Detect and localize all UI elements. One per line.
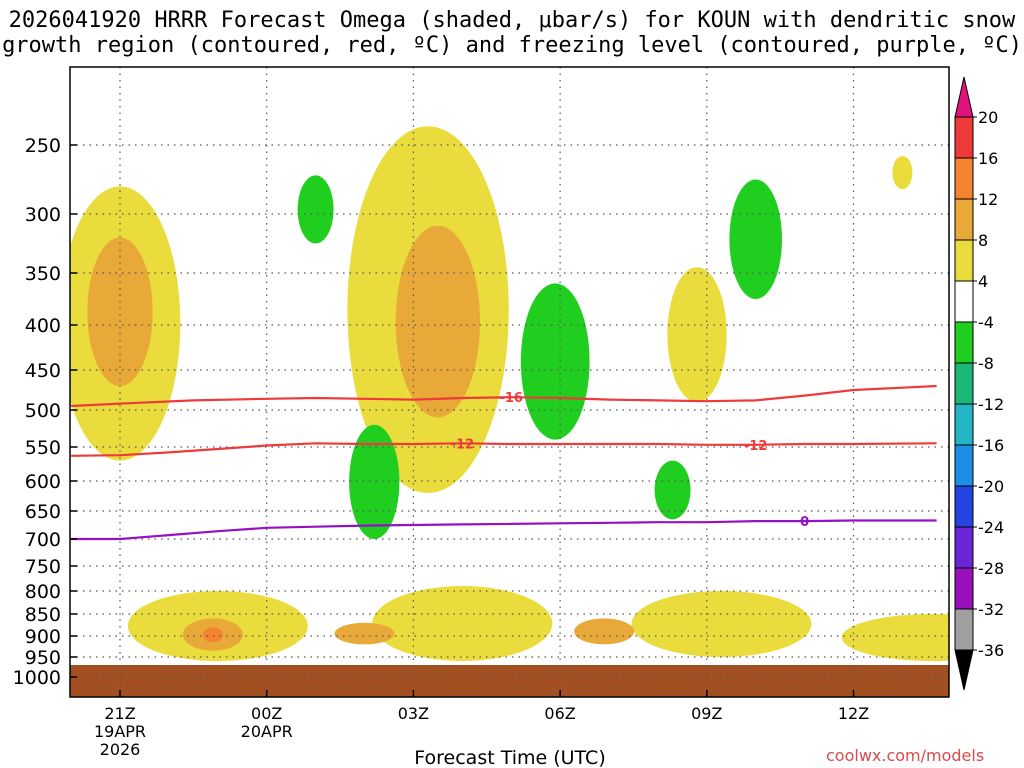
omega-region-19 bbox=[202, 627, 223, 643]
chart-title-line-2: growth region (contoured, red, ºC) and f… bbox=[2, 33, 1022, 58]
colorbar-cap-bottom bbox=[954, 649, 974, 691]
colorbar-bin-8 bbox=[954, 403, 974, 446]
omega-region-8 bbox=[667, 267, 727, 402]
colorbar-label-9: -20 bbox=[978, 477, 1004, 496]
y-tick-label-750: 750 bbox=[25, 556, 61, 578]
colorbar-bin-1 bbox=[954, 116, 974, 159]
contour-label-1-1: -16 bbox=[499, 391, 523, 406]
contour-label-3-1: 0 bbox=[800, 515, 809, 530]
omega-region-13 bbox=[372, 586, 553, 661]
y-tick-label-800: 800 bbox=[25, 581, 61, 603]
colorbar-bin-6 bbox=[954, 321, 974, 364]
colorbar-bin-9 bbox=[954, 444, 974, 487]
omega-region-18 bbox=[574, 618, 635, 645]
omega-region-9 bbox=[729, 179, 782, 299]
colorbar-bin-13 bbox=[954, 608, 974, 651]
colorbar-bin-12 bbox=[954, 567, 974, 610]
x-tick-label-03Z: 03Z bbox=[398, 704, 429, 723]
y-tick-label-950: 950 bbox=[25, 647, 61, 669]
chart-title: 2026041920 HRRR Forecast Omega (shaded, … bbox=[0, 8, 1024, 58]
chart-title-line-1: 2026041920 HRRR Forecast Omega (shaded, … bbox=[8, 8, 1016, 33]
omega-region-2 bbox=[87, 237, 153, 386]
y-tick-label-1000: 1000 bbox=[13, 667, 61, 689]
colorbar-label-11: -28 bbox=[978, 559, 1004, 578]
omega-region-6 bbox=[349, 424, 400, 539]
y-tick-label-600: 600 bbox=[25, 471, 61, 493]
colorbar-bin-2 bbox=[954, 157, 974, 200]
y-tick-label-700: 700 bbox=[25, 529, 61, 551]
x-tick-label-21Z: 21Z bbox=[104, 704, 135, 723]
contour-label-2-2: -12 bbox=[744, 439, 768, 454]
y-tick-label-900: 900 bbox=[25, 626, 61, 648]
x-tick-sublabel-00Z: 20APR bbox=[241, 722, 293, 741]
colorbar-label-4: 4 bbox=[978, 272, 988, 291]
colorbar-label-2: 12 bbox=[978, 190, 998, 209]
omega-region-7 bbox=[520, 283, 590, 440]
colorbar-label-12: -32 bbox=[978, 600, 1004, 619]
ground-fill bbox=[70, 665, 949, 697]
contour-line-2 bbox=[71, 442, 937, 457]
x-tick-label-12Z: 12Z bbox=[838, 704, 869, 723]
colorbar-label-0: 20 bbox=[978, 108, 998, 127]
colorbar-cap-top bbox=[954, 76, 974, 118]
colorbar-bin-11 bbox=[954, 526, 974, 569]
contour-line-1 bbox=[71, 384, 937, 408]
colorbar-bin-3 bbox=[954, 198, 974, 241]
y-tick-label-350: 350 bbox=[25, 263, 61, 285]
colorbar-label-3: 8 bbox=[978, 231, 988, 250]
y-tick-label-300: 300 bbox=[25, 204, 61, 226]
x-tick-label-09Z: 09Z bbox=[691, 704, 722, 723]
x-tick-label-06Z: 06Z bbox=[544, 704, 575, 723]
temperature-contours bbox=[71, 384, 937, 541]
contour-labels: -16 -12 -12 0 bbox=[451, 391, 810, 530]
y-tick-label-650: 650 bbox=[25, 501, 61, 523]
omega-region-15 bbox=[841, 614, 949, 661]
omega-region-17 bbox=[334, 622, 395, 645]
ground-layer bbox=[70, 665, 949, 697]
colorbar-label-6: -8 bbox=[978, 354, 994, 373]
omega-shading bbox=[70, 126, 949, 661]
x-tick-sublabel-21Z: 19APR bbox=[94, 722, 146, 741]
colorbar: 20 16 12 8 4 -4 -8 -12 -16 -20 -24 -28 -32 -36 bbox=[954, 76, 1004, 691]
colorbar-bin-4 bbox=[954, 239, 974, 282]
y-tick-label-250: 250 bbox=[25, 135, 61, 157]
grid-lines bbox=[70, 67, 949, 697]
colorbar-bin-10 bbox=[954, 485, 974, 528]
y-axis: 2503003504004505005506006507007508008509… bbox=[13, 135, 77, 689]
colorbar-bin-5 bbox=[954, 280, 974, 323]
y-tick-label-500: 500 bbox=[25, 400, 61, 422]
watermark: coolwx.com/models bbox=[826, 746, 985, 765]
x-tick-year-21Z: 2026 bbox=[100, 740, 141, 759]
x-tick-label-00Z: 00Z bbox=[251, 704, 282, 723]
colorbar-label-10: -24 bbox=[978, 518, 1004, 537]
x-axis-label: Forecast Time (UTC) bbox=[414, 747, 605, 768]
colorbar-label-5: -4 bbox=[978, 313, 994, 332]
colorbar-label-7: -12 bbox=[978, 395, 1004, 414]
omega-region-4 bbox=[395, 225, 481, 418]
y-tick-label-400: 400 bbox=[25, 315, 61, 337]
contour-label-2-1: -12 bbox=[451, 437, 475, 452]
colorbar-bin-7 bbox=[954, 362, 974, 405]
plot-frame bbox=[69, 66, 950, 698]
colorbar-label-13: -36 bbox=[978, 641, 1004, 660]
colorbar-label-1: 16 bbox=[978, 149, 998, 168]
y-tick-label-450: 450 bbox=[25, 360, 61, 382]
omega-region-11 bbox=[892, 156, 913, 190]
omega-region-5 bbox=[297, 175, 334, 244]
contour-line-3 bbox=[71, 519, 937, 541]
colorbar-label-8: -16 bbox=[978, 436, 1004, 455]
omega-region-14 bbox=[631, 591, 812, 657]
y-tick-label-850: 850 bbox=[25, 604, 61, 626]
omega-region-10 bbox=[654, 460, 691, 520]
y-tick-label-550: 550 bbox=[25, 437, 61, 459]
